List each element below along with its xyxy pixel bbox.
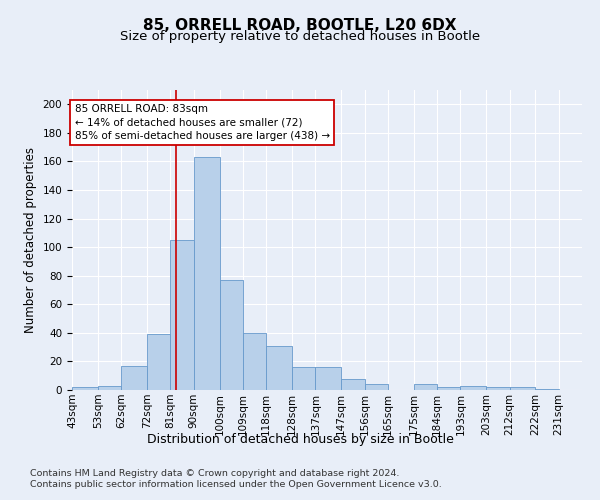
Text: Contains HM Land Registry data © Crown copyright and database right 2024.: Contains HM Land Registry data © Crown c… xyxy=(30,468,400,477)
Text: 85 ORRELL ROAD: 83sqm
← 14% of detached houses are smaller (72)
85% of semi-deta: 85 ORRELL ROAD: 83sqm ← 14% of detached … xyxy=(74,104,330,141)
Bar xyxy=(194,157,220,390)
Bar xyxy=(266,346,292,390)
Text: 85, ORRELL ROAD, BOOTLE, L20 6DX: 85, ORRELL ROAD, BOOTLE, L20 6DX xyxy=(143,18,457,32)
Bar xyxy=(365,384,388,390)
Bar xyxy=(535,388,559,390)
Bar xyxy=(437,387,460,390)
Bar xyxy=(243,333,266,390)
Bar xyxy=(341,378,365,390)
Y-axis label: Number of detached properties: Number of detached properties xyxy=(24,147,37,333)
Text: Distribution of detached houses by size in Bootle: Distribution of detached houses by size … xyxy=(146,432,454,446)
Bar xyxy=(486,387,509,390)
Bar xyxy=(147,334,170,390)
Bar xyxy=(220,280,243,390)
Bar xyxy=(460,386,486,390)
Bar xyxy=(98,386,121,390)
Text: Contains public sector information licensed under the Open Government Licence v3: Contains public sector information licen… xyxy=(30,480,442,489)
Bar xyxy=(72,387,98,390)
Bar xyxy=(316,367,341,390)
Bar xyxy=(170,240,194,390)
Bar xyxy=(292,367,316,390)
Bar xyxy=(121,366,147,390)
Bar xyxy=(414,384,437,390)
Text: Size of property relative to detached houses in Bootle: Size of property relative to detached ho… xyxy=(120,30,480,43)
Bar xyxy=(509,387,535,390)
